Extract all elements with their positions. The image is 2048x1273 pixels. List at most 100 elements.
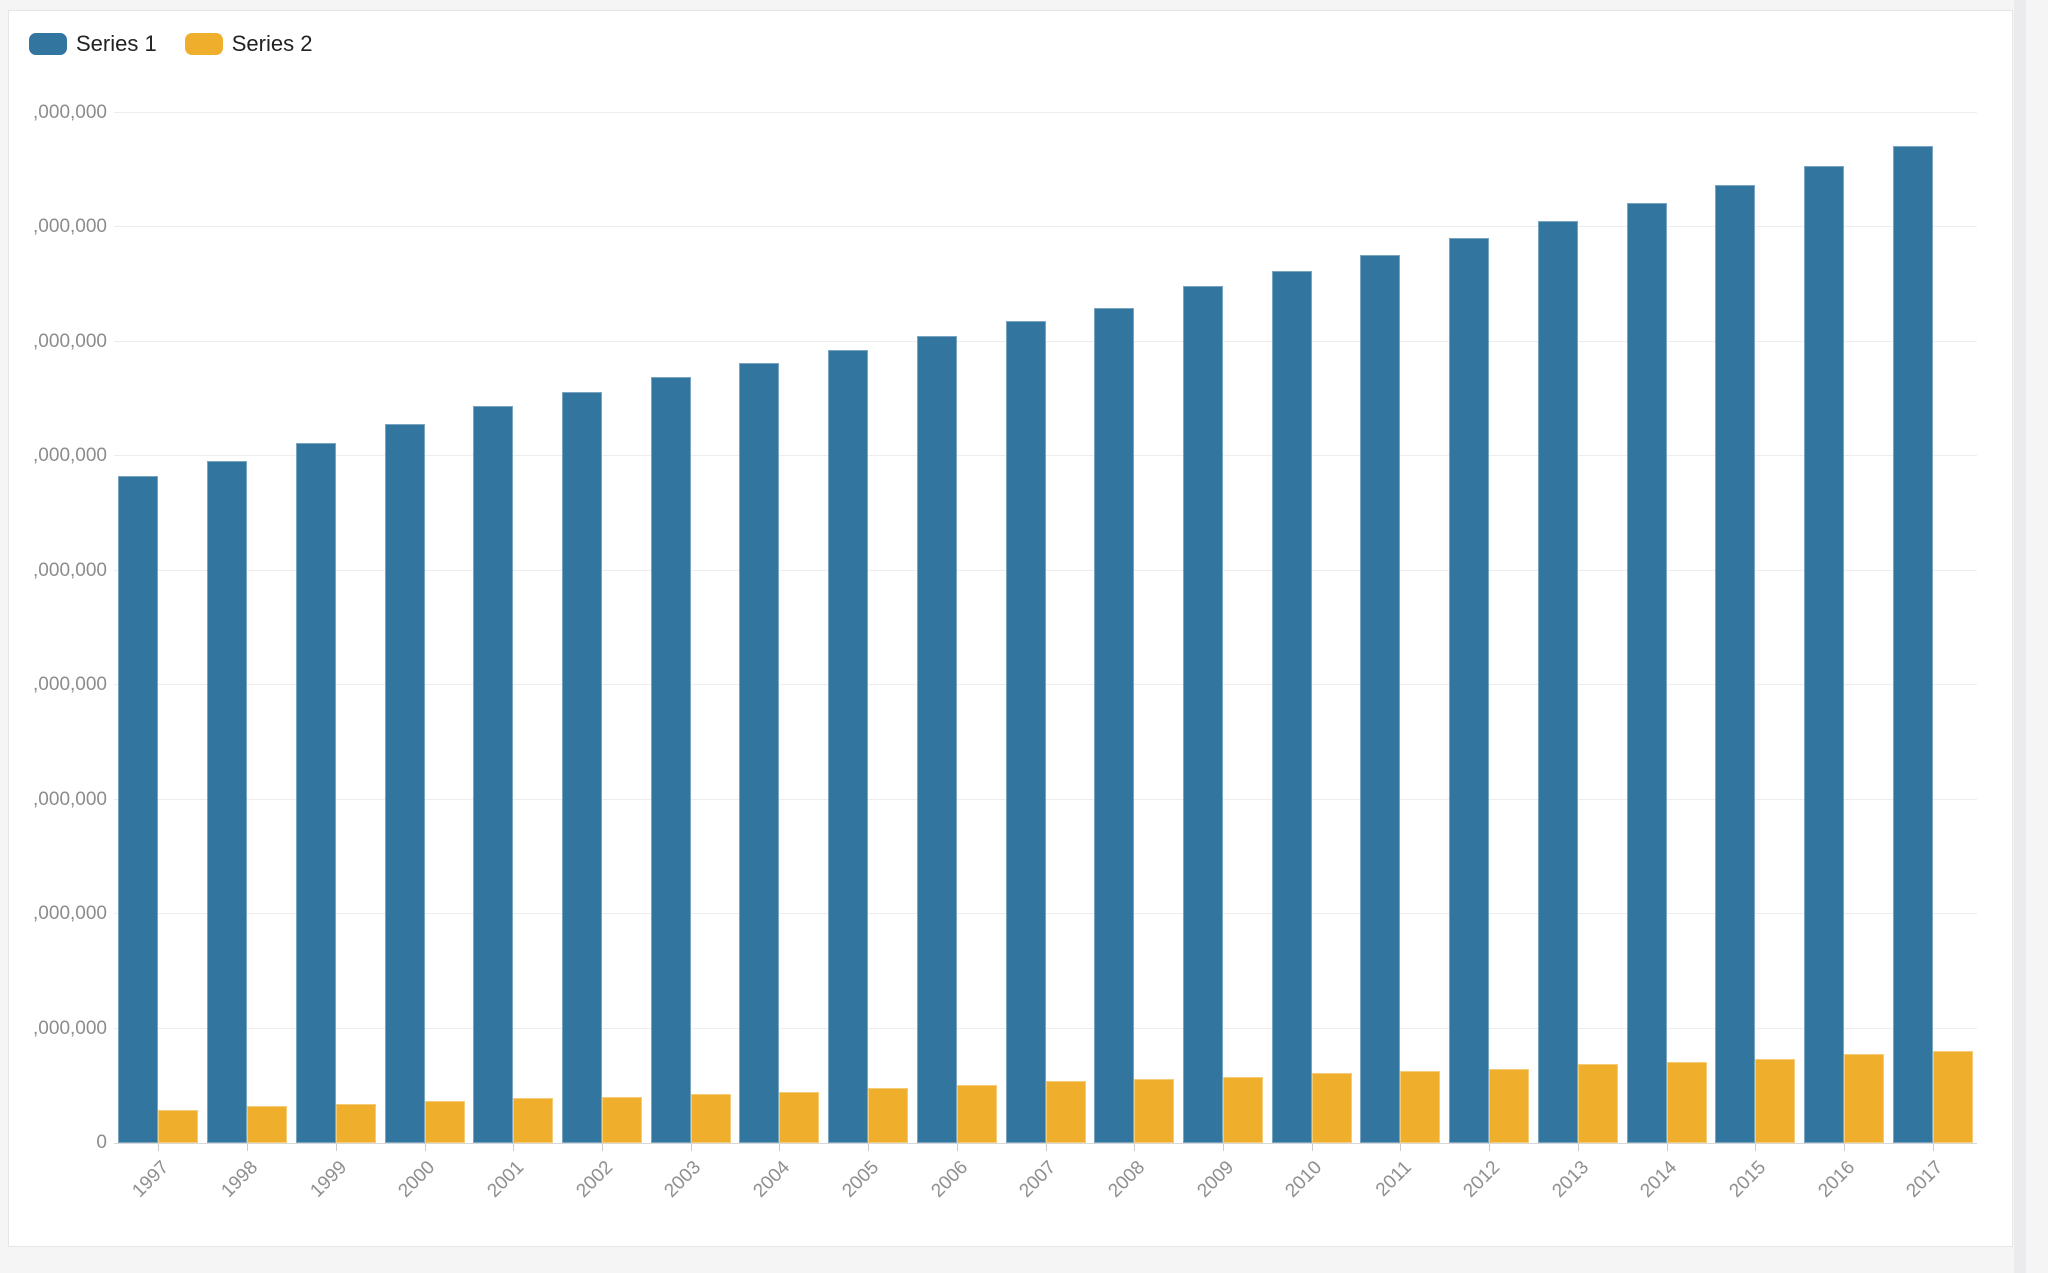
x-tick-label-2015: 2015 <box>1725 1157 1771 1202</box>
x-tick-label-2004: 2004 <box>749 1157 795 1202</box>
bar-series2-2015 <box>1755 1059 1796 1143</box>
x-tick-label-2000: 2000 <box>394 1157 440 1202</box>
year-group-2008: 2008 <box>1090 113 1179 1202</box>
x-tick-label-2003: 2003 <box>660 1157 706 1202</box>
legend: Series 1 Series 2 <box>29 31 312 57</box>
x-tick-label-2013: 2013 <box>1547 1157 1593 1202</box>
x-tick-2004 <box>779 1143 781 1151</box>
plot-area: 1997 1998 1999 2000 2001 2002 2003 2004 2005 2006… <box>114 112 1977 1202</box>
x-tick-label-2001: 2001 <box>483 1157 529 1202</box>
y-tick-label-6: ,000,000 <box>33 445 107 467</box>
x-tick-2017 <box>1932 1143 1934 1151</box>
year-group-2009: 2009 <box>1179 113 1268 1202</box>
year-group-2016: 2016 <box>1800 113 1889 1202</box>
bar-series2-2008 <box>1134 1078 1175 1143</box>
x-tick-label-2006: 2006 <box>926 1157 972 1202</box>
x-tick-2001 <box>513 1143 515 1151</box>
y-tick-label-9: ,000,000 <box>33 102 107 123</box>
bar-series2-2014 <box>1666 1061 1707 1143</box>
legend-item-series2: Series 2 <box>184 31 313 57</box>
x-tick-label-2014: 2014 <box>1636 1157 1682 1202</box>
gridline-9 <box>114 112 1977 113</box>
x-tick-2006 <box>956 1143 958 1151</box>
bar-series1-2006 <box>916 336 957 1143</box>
x-tick-2010 <box>1311 1143 1313 1151</box>
x-tick-2014 <box>1666 1143 1668 1151</box>
x-tick-label-1997: 1997 <box>128 1157 174 1202</box>
bar-series2-2004 <box>779 1091 820 1143</box>
bar-series1-2005 <box>828 349 869 1143</box>
y-tick-label-1: ,000,000 <box>33 1017 107 1039</box>
bar-series1-1998 <box>207 460 248 1143</box>
bar-series1-2011 <box>1360 254 1401 1143</box>
x-tick-label-2002: 2002 <box>572 1157 617 1202</box>
x-tick-2002 <box>601 1143 603 1151</box>
year-group-2000: 2000 <box>380 113 469 1202</box>
x-tick-label-2009: 2009 <box>1193 1157 1238 1202</box>
year-group-1999: 1999 <box>291 113 380 1202</box>
bar-groups: 1997 1998 1999 2000 2001 2002 2003 2004 2005 2006… <box>114 113 1977 1202</box>
x-tick-1999 <box>335 1143 337 1151</box>
y-tick-label-0: 0 <box>96 1132 107 1153</box>
x-tick-label-1999: 1999 <box>305 1157 351 1202</box>
bar-series1-2003 <box>650 377 691 1143</box>
x-tick-1998 <box>247 1143 249 1151</box>
bar-series1-2004 <box>739 362 780 1143</box>
year-group-1998: 1998 <box>203 113 292 1202</box>
legend-item-series1: Series 1 <box>29 31 157 57</box>
bar-series2-1997 <box>158 1109 199 1143</box>
bar-series1-1997 <box>118 475 159 1143</box>
page-scrollbar[interactable] <box>2014 0 2026 1273</box>
year-group-1997: 1997 <box>114 113 203 1202</box>
year-group-2011: 2011 <box>1356 113 1445 1201</box>
y-axis-labels: 0 ,000,000 ,000,000 ,000,000 ,000,000 ,000,00… <box>9 102 107 1153</box>
year-group-2017: 2017 <box>1888 113 1977 1202</box>
bar-series1-1999 <box>295 442 336 1143</box>
bar-series2-2010 <box>1311 1073 1352 1143</box>
x-tick-2005 <box>868 1143 870 1151</box>
bar-series1-2015 <box>1715 185 1756 1143</box>
year-group-2006: 2006 <box>912 113 1001 1202</box>
x-tick-2009 <box>1222 1143 1224 1151</box>
year-group-2002: 2002 <box>558 113 647 1202</box>
bar-series2-2016 <box>1844 1053 1885 1143</box>
y-tick-label-4: ,000,000 <box>33 674 107 696</box>
x-tick-label-2017: 2017 <box>1902 1157 1948 1202</box>
chart-card: Series 1 Series 2 0 ,000,000 ,000,000 ,000,… <box>8 10 2013 1247</box>
series2-legend-label: Series 2 <box>231 31 313 56</box>
gridline-8 <box>114 226 1977 228</box>
bar-series2-2002 <box>601 1097 642 1143</box>
x-tick-2003 <box>690 1143 692 1151</box>
x-tick-2008 <box>1134 1143 1136 1151</box>
bar-series2-2001 <box>513 1098 554 1143</box>
year-group-2015: 2015 <box>1711 113 1800 1202</box>
bar-series2-2006 <box>956 1084 997 1143</box>
bar-series2-2007 <box>1045 1081 1086 1143</box>
bar-series1-2002 <box>561 392 602 1143</box>
bar-series2-2017 <box>1932 1051 1973 1143</box>
bar-series1-2009 <box>1182 285 1223 1143</box>
x-tick-2007 <box>1045 1143 1047 1151</box>
bar-series2-2009 <box>1222 1076 1263 1143</box>
y-tick-label-7: ,000,000 <box>33 330 107 352</box>
y-tick-label-8: ,000,000 <box>33 216 107 238</box>
bar-series1-2016 <box>1804 165 1845 1143</box>
x-tick-label-2007: 2007 <box>1015 1157 1061 1202</box>
y-tick-label-3: ,000,000 <box>33 788 107 810</box>
bar-series1-2000 <box>384 424 425 1143</box>
bar-series1-2001 <box>473 405 514 1143</box>
year-group-2012: 2012 <box>1445 113 1534 1202</box>
x-tick-2016 <box>1844 1143 1846 1151</box>
bar-series2-2012 <box>1489 1068 1530 1143</box>
bar-series1-2012 <box>1449 237 1490 1143</box>
year-group-2004: 2004 <box>735 113 824 1202</box>
bar-series2-1999 <box>335 1104 376 1143</box>
x-tick-2000 <box>424 1143 426 1151</box>
series2-swatch <box>184 33 223 55</box>
x-tick-label-1998: 1998 <box>217 1157 262 1202</box>
bar-series1-2010 <box>1271 270 1312 1143</box>
year-group-2003: 2003 <box>646 113 735 1202</box>
bar-series1-2017 <box>1892 146 1933 1143</box>
year-group-2005: 2005 <box>824 113 913 1202</box>
bar-series1-2013 <box>1537 220 1578 1143</box>
